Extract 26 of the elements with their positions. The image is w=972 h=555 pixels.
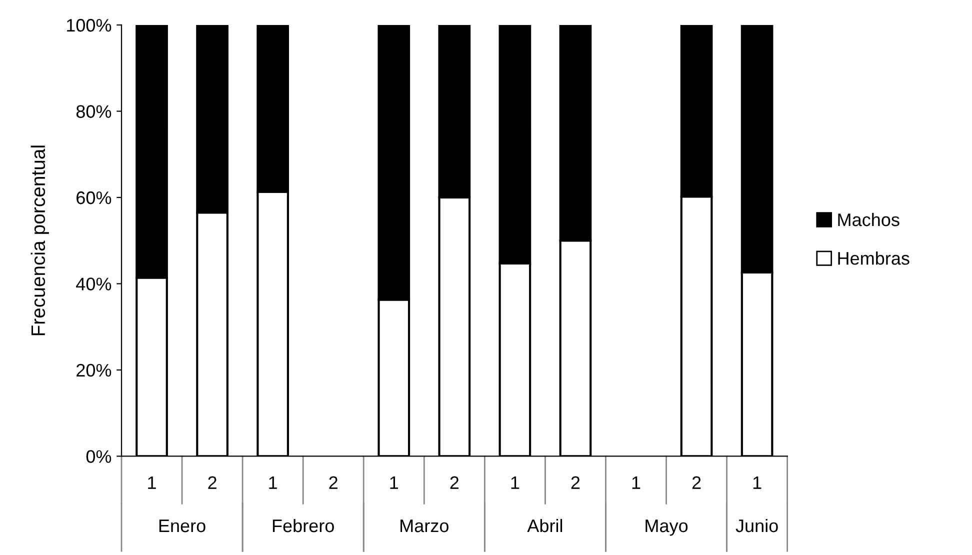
y-tick-label: 60%: [76, 191, 112, 204]
y-tick-label: 100%: [66, 18, 112, 32]
legend-label: Machos: [838, 212, 900, 226]
text: Junio: [736, 518, 778, 532]
x-tick-label: 2: [208, 476, 216, 489]
text: Mayo: [646, 520, 688, 536]
x-tick-label: 1: [269, 476, 277, 489]
x-tick-label: 1: [753, 476, 762, 489]
x-tick-label: 2: [692, 476, 701, 489]
y-axis-title: Frecuencia porcentual: [30, 146, 49, 336]
x-tick-label: 1: [390, 476, 398, 489]
legend-label: Hembras: [838, 252, 910, 265]
x-tick-label: 1: [148, 476, 156, 489]
x-tick-label: 2: [571, 476, 580, 489]
x-tick-label: 2: [450, 476, 459, 489]
text: Abril: [527, 518, 562, 532]
text: Febrero: [272, 518, 334, 532]
x-tick-label: 1: [632, 476, 640, 489]
x-tick-label: 1: [511, 476, 520, 489]
y-tick-label: 80%: [76, 105, 112, 118]
x-tick-label: 2: [329, 476, 338, 489]
text: Marzo: [400, 520, 448, 532]
y-tick-label: 20%: [76, 364, 112, 377]
y-tick-label: 0%: [86, 450, 112, 463]
y-tick-label: 40%: [76, 278, 112, 290]
text: Enero: [159, 520, 206, 532]
